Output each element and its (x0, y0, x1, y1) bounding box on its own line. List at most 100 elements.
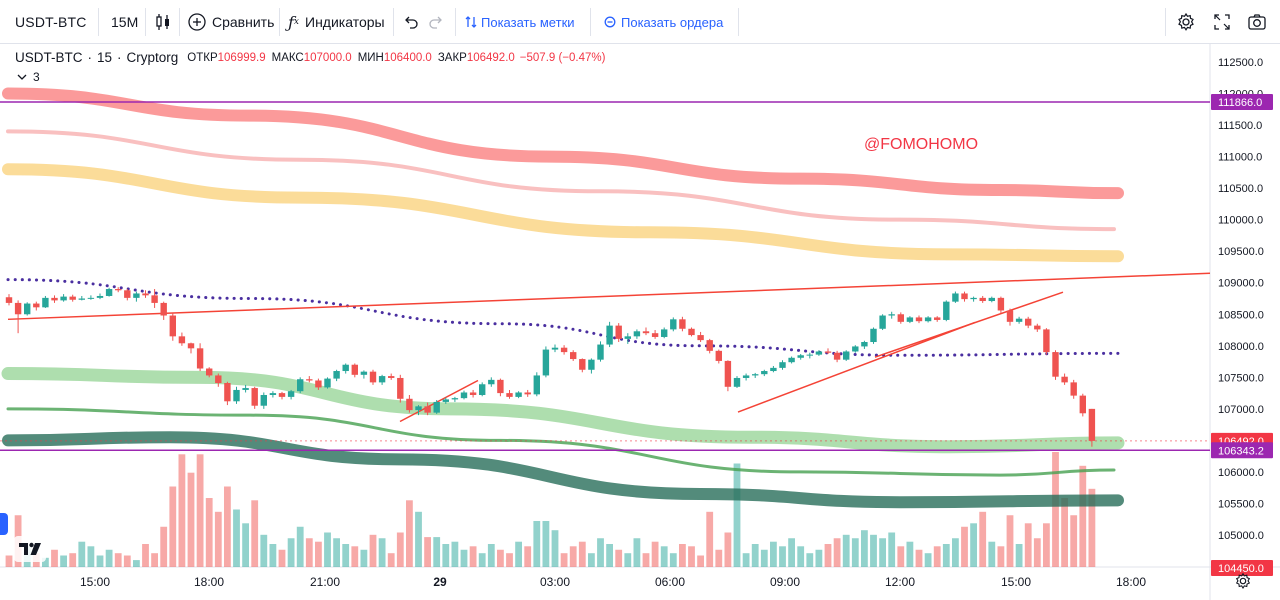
volume-bar (651, 541, 659, 567)
volume-bar (1006, 515, 1014, 567)
chart-area[interactable]: 112500.0112000.0111500.0111000.0110500.0… (0, 44, 1280, 600)
volume-bar (469, 546, 477, 567)
candle-body (1043, 329, 1050, 353)
tradingview-logo[interactable] (14, 536, 46, 562)
time-tick-label: 29 (433, 575, 447, 589)
volume-bar (114, 553, 122, 567)
candle-body (779, 362, 786, 368)
legend-low-value: 106400.0 (383, 51, 432, 64)
settings-button[interactable] (1176, 0, 1196, 44)
volume-bar (1070, 515, 1078, 567)
volume-bar (924, 553, 932, 567)
undo-button[interactable] (402, 0, 420, 44)
candle-body (196, 348, 204, 369)
trend-line (874, 291, 1064, 358)
symbol-search-button[interactable]: USDT-BTC (15, 0, 87, 44)
volume-bar (224, 486, 231, 567)
axis-settings-button[interactable] (1234, 572, 1252, 595)
volume-bar (451, 541, 459, 567)
legend-collapse-button[interactable]: 3 (17, 70, 40, 84)
candle-body (397, 377, 404, 399)
toolbar-divider (393, 8, 394, 36)
volume-bar (806, 553, 814, 567)
candle-body (433, 401, 440, 413)
ema-ribbon-green (6, 407, 1116, 477)
candle-body (624, 336, 631, 339)
volume-bar (815, 549, 823, 567)
candle-body (833, 352, 841, 360)
sort-arrows-icon (465, 15, 477, 29)
candle-body (69, 296, 76, 300)
legend-open-label: ОТКР (187, 51, 218, 64)
price-tick-label: 105500.0 (1218, 498, 1264, 510)
ema-ribbon-pink (6, 129, 1116, 232)
undo-icon (402, 13, 420, 31)
volume-bar (169, 486, 177, 567)
volume-bar (660, 546, 668, 567)
candle-body (670, 319, 677, 330)
candle-body (570, 352, 577, 360)
candle-body (233, 389, 240, 402)
fullscreen-button[interactable] (1213, 0, 1231, 44)
candle-body (87, 297, 95, 299)
show-orders-button[interactable]: Показать ордера (604, 0, 723, 44)
candle-body (1070, 382, 1077, 396)
volume-bar (187, 472, 195, 567)
candle-body (579, 359, 586, 370)
candle-body (315, 380, 322, 388)
candle-body (761, 371, 768, 375)
candle-body (861, 342, 868, 347)
volume-bar (970, 523, 977, 567)
redo-button[interactable] (427, 0, 445, 44)
moving-average-ribbons (1, 87, 1125, 509)
candle-body (60, 296, 67, 301)
volume-bar (1079, 465, 1087, 567)
dotted-moving-average (6, 278, 1120, 357)
show-orders-label: Показать ордера (621, 14, 724, 30)
volume-bar (506, 553, 513, 567)
tv-logo-icon (19, 542, 41, 555)
show-marks-button[interactable]: Показать метки (465, 0, 575, 44)
compare-button[interactable]: Сравнить (187, 0, 274, 44)
volume-bar (214, 511, 222, 567)
compare-label: Сравнить (212, 14, 275, 30)
chart-canvas[interactable]: 112500.0112000.0111500.0111000.0110500.0… (0, 44, 1280, 600)
volume-bar (369, 534, 377, 567)
chevron-down-icon (17, 70, 27, 84)
toolbar-divider (145, 8, 146, 36)
trend-line (7, 272, 1211, 321)
time-tick-label: 03:00 (540, 575, 570, 589)
redo-icon (427, 13, 445, 31)
candle-body (770, 367, 777, 372)
volume-bar (615, 549, 623, 567)
candle-body (1079, 395, 1086, 414)
volume-bar (1033, 538, 1041, 567)
candle-body (124, 290, 131, 298)
candle-body (42, 297, 49, 308)
candle-body (506, 393, 513, 397)
volume-bar (406, 500, 413, 567)
screenshot-button[interactable] (1247, 0, 1267, 44)
chart-style-button[interactable] (153, 0, 173, 44)
legend-interval: 15 (97, 50, 113, 65)
drawing-toolbar-handle[interactable] (0, 513, 8, 535)
candle-body (934, 317, 941, 320)
price-tag (1211, 560, 1273, 576)
interval-button[interactable]: 15M (111, 0, 138, 44)
candle-body (1088, 408, 1096, 441)
candle-body (615, 325, 622, 339)
volume-bar (1052, 452, 1059, 567)
volume-bar (324, 532, 331, 567)
volume-bar (78, 541, 86, 567)
toolbar-divider (738, 8, 739, 36)
volume-bar (606, 544, 613, 567)
volume-bar (515, 541, 522, 567)
candle-body (961, 293, 968, 300)
volume-bar (533, 521, 541, 567)
volume-bars (5, 452, 1096, 567)
candle-body (187, 343, 195, 349)
candle-body (24, 303, 31, 315)
show-marks-label: Показать метки (481, 14, 575, 30)
time-tick-label: 15:00 (1001, 575, 1031, 589)
